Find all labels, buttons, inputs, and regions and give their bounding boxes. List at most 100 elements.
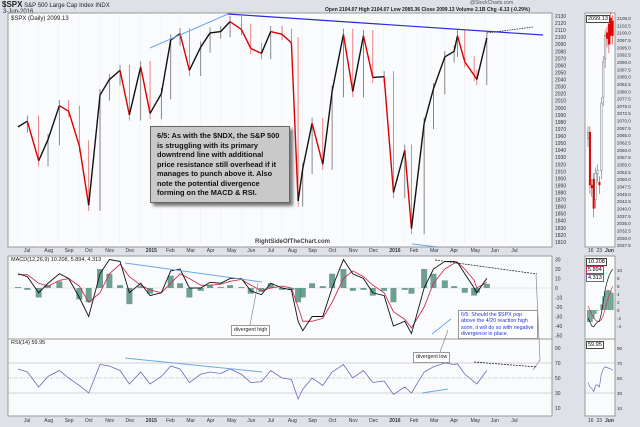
x-tick-label: 2016	[389, 248, 400, 254]
mini-rsi-tick-label: 90	[617, 346, 623, 351]
mini-macd-tick-label: 10	[617, 268, 623, 273]
mini-histogram-bar	[608, 290, 610, 310]
price-segment	[456, 35, 466, 63]
price-segment	[200, 32, 211, 48]
mini-candle	[598, 181, 601, 186]
mini-histogram-bar	[604, 291, 606, 310]
y-tick-label: 1920	[555, 162, 566, 168]
macd-histogram-bar	[76, 288, 83, 300]
price-segment	[392, 149, 406, 193]
mini-y-tick-label: 2040.0	[617, 206, 631, 211]
price-segment	[410, 123, 425, 229]
mini-y-tick-label: 2070.0	[617, 119, 631, 124]
rsi-badge: 59.95	[586, 341, 604, 349]
macd-tick-label: -50	[555, 334, 562, 340]
macd-histogram-bar	[137, 286, 144, 288]
mini-y-tick-label: 2092.5	[617, 53, 631, 58]
mini-y-tick-label: 2077.5	[617, 97, 631, 102]
y-tick-label: 1950	[555, 141, 566, 147]
mini-candle	[587, 132, 590, 139]
price-segment	[38, 139, 49, 162]
price-segment	[68, 111, 81, 147]
x-tick-label: Mar	[430, 248, 439, 254]
mini-candle	[592, 178, 595, 209]
macd-tick-label: -40	[555, 324, 562, 330]
macd-histogram-bar	[56, 281, 63, 288]
y-tick-label: 2040	[555, 78, 566, 84]
x-tick-label: Jul	[24, 418, 30, 424]
x-tick-label: Sep	[308, 248, 317, 254]
macd-histogram-bar	[349, 288, 356, 291]
y-tick-label: 2120	[555, 21, 566, 27]
price-segment	[87, 95, 101, 206]
chart-date: 3-Jun-2016	[3, 9, 34, 15]
mini-y-tick-label: 2105.0	[617, 16, 631, 21]
macd-histogram-bar	[299, 288, 306, 298]
mini-x-tick-label: Jun	[605, 248, 614, 254]
macd-histogram-bar	[186, 288, 193, 298]
mini-histogram-bar	[590, 310, 593, 322]
x-tick-label: Feb	[410, 418, 419, 424]
x-tick-label: Jun	[491, 248, 499, 254]
mini-y-tick-label: 2082.5	[617, 82, 631, 87]
macd-badge: 10.208	[586, 258, 607, 266]
rsi-tick-label: 10	[555, 406, 561, 412]
mini-y-tick-label: 2080.0	[617, 89, 631, 94]
macd-line	[17, 258, 488, 335]
x-tick-label: Aug	[44, 248, 53, 254]
price-segment	[78, 145, 90, 206]
x-tick-label: Dec	[126, 418, 135, 424]
y-tick-label: 1840	[555, 219, 566, 225]
macd-histogram-bar	[197, 288, 204, 291]
y-tick-label: 2130	[555, 14, 566, 20]
mini-histogram-bar	[596, 310, 599, 311]
x-tick-label: Aug	[44, 418, 53, 424]
price-segment	[108, 69, 121, 81]
mini-x-tick-label: 16	[588, 248, 594, 254]
macd-histogram-bar	[401, 288, 408, 290]
price-segment	[220, 21, 231, 33]
rsi-tick-label: 30	[555, 391, 561, 397]
price-segment	[311, 123, 324, 165]
mini-y-tick-label: 2042.5	[617, 199, 631, 204]
y-tick-label: 2070	[555, 56, 566, 62]
mini-candle	[594, 173, 597, 200]
price-segment	[404, 150, 413, 229]
mini-y-tick-label: 2035.0	[617, 221, 631, 226]
mini-y-tick-label: 2055.0	[617, 163, 631, 168]
mini-histogram-bar	[611, 292, 614, 310]
macd-histogram-bar	[360, 288, 367, 290]
mini-y-tick-label: 2045.0	[617, 192, 631, 197]
y-tick-label: 2020	[555, 92, 566, 98]
x-tick-label: 2016	[389, 418, 400, 424]
price-legend: $SPX (Daily) 2099.13	[11, 16, 69, 22]
mini-y-tick-label: 2067.5	[617, 126, 631, 131]
rsi-dotted-line	[473, 361, 538, 368]
y-tick-label: 1830	[555, 226, 566, 232]
price-segment	[444, 50, 455, 58]
x-tick-label: May	[471, 418, 481, 424]
y-tick-label: 2060	[555, 63, 566, 69]
macd-histogram-bar	[217, 287, 224, 288]
macd-tick-label: 0	[555, 286, 558, 292]
x-tick-label: Jul	[268, 248, 274, 254]
x-tick-label: Sep	[65, 418, 74, 424]
rsi-legend: RSI(14) 59.95	[11, 340, 46, 346]
y-tick-label: 2030	[555, 85, 566, 91]
primary-downtrend-line	[227, 13, 544, 36]
mini-macd-tick-label: 2	[617, 300, 620, 305]
macd-histogram-bar	[126, 288, 133, 305]
mini-macd-tick-label: -4	[617, 324, 621, 329]
mini-y-tick-label: 2027.5	[617, 243, 631, 248]
macd-histogram-bar	[147, 288, 154, 294]
x-tick-label: Apr	[207, 248, 215, 254]
price-segment	[149, 93, 162, 114]
mini-signal-line	[587, 286, 614, 322]
y-tick-label: 2000	[555, 106, 566, 112]
mini-macd-line	[587, 269, 613, 328]
price-segment	[464, 61, 475, 76]
mini-candle	[606, 32, 609, 39]
macd-legend: MACD(12,26,9) 10.208, 5.894, 4.313	[11, 257, 102, 263]
price-segment	[281, 33, 292, 44]
x-tick-label: May	[227, 418, 237, 424]
